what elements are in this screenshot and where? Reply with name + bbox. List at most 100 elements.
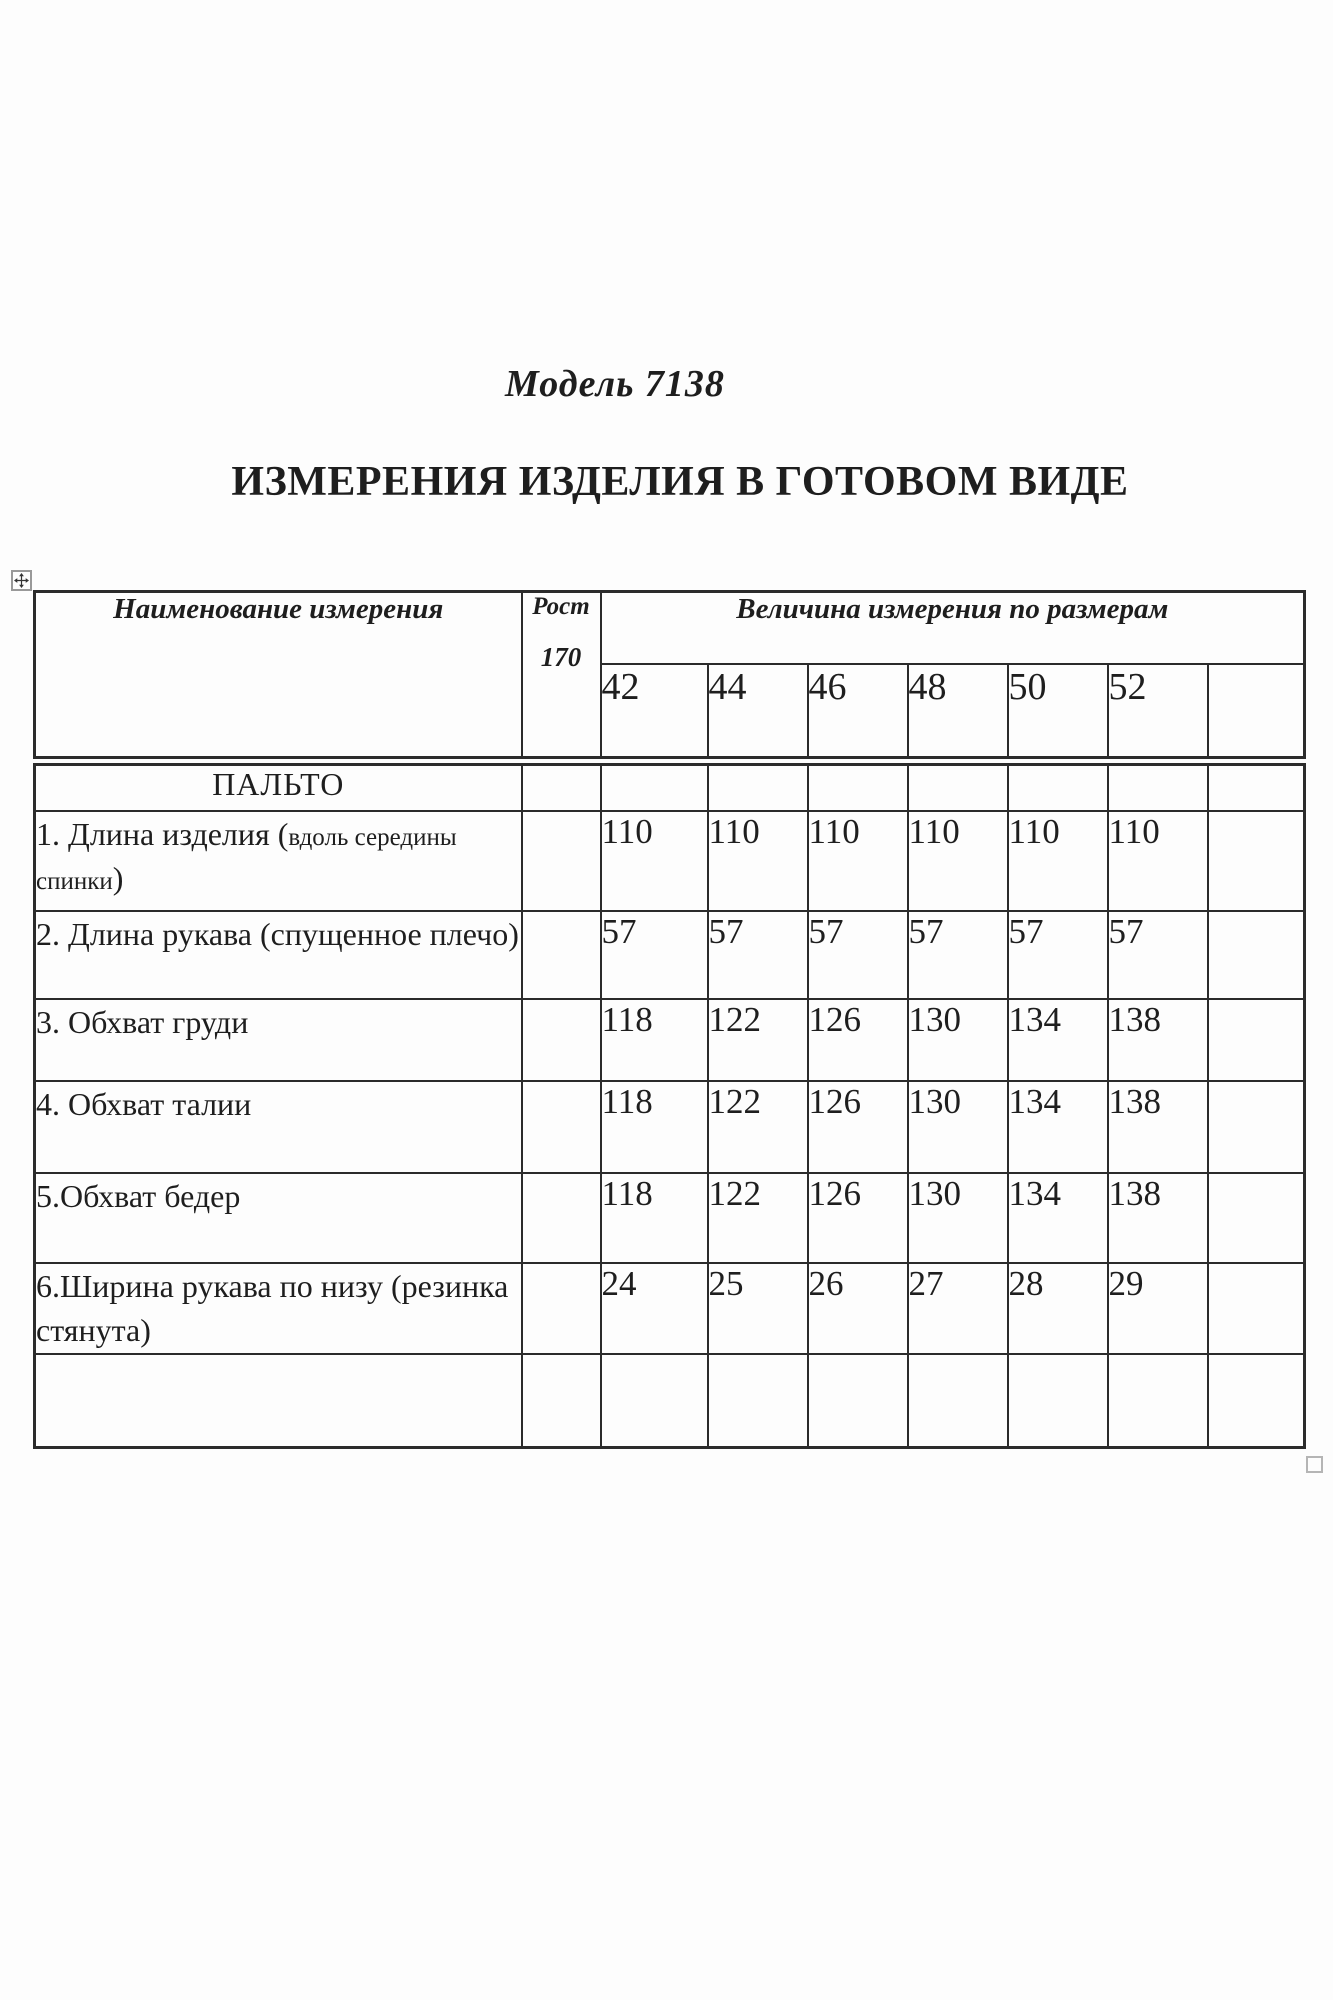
measurements-table: Наименование измерения Рост 170 Величина… [33, 590, 1307, 1449]
measurement-value [906, 1352, 1009, 1449]
empty-cell [1206, 809, 1306, 912]
measurement-value: 138 [1106, 1079, 1209, 1174]
measurement-value: 28 [1006, 1261, 1109, 1355]
measurement-value: 27 [906, 1261, 1009, 1355]
height-cell [520, 1079, 602, 1174]
model-title: Модель 7138 [505, 363, 725, 405]
measurement-value: 110 [599, 809, 709, 912]
measurement-value: 122 [706, 997, 809, 1082]
measurement-value [1006, 1352, 1109, 1449]
col-header-sizes-group: Величина измерения по размерам [599, 590, 1306, 665]
measurement-value: 110 [1006, 809, 1109, 912]
height-cell [520, 997, 602, 1082]
measurement-value: 130 [906, 1079, 1009, 1174]
empty-cell [1006, 755, 1109, 812]
measurement-value: 110 [906, 809, 1009, 912]
measurement-value: 126 [806, 997, 909, 1082]
empty-cell [706, 755, 809, 812]
empty-cell [806, 755, 909, 812]
measurement-value: 138 [1106, 997, 1209, 1082]
size-col-header: 52 [1106, 662, 1209, 762]
measurement-label: 2. Длина рукава (спущенное плечо) [33, 909, 523, 1000]
empty-cell [1206, 1171, 1306, 1264]
measurement-value: 126 [806, 1079, 909, 1174]
measurement-value: 25 [706, 1261, 809, 1355]
measurement-value [1106, 1352, 1209, 1449]
empty-cell [1206, 755, 1306, 812]
measurement-value: 110 [1106, 809, 1209, 912]
table-move-handle[interactable] [11, 570, 32, 591]
table-row: 6.Ширина рукава по низу (резинка стянута… [33, 1261, 1306, 1355]
measurement-value: 138 [1106, 1171, 1209, 1264]
four-way-arrow-icon [14, 573, 29, 588]
measurement-value: 57 [706, 909, 809, 1000]
measurement-value: 134 [1006, 997, 1109, 1082]
empty-cell [1206, 909, 1306, 1000]
measurement-label: 5.Обхват бедер [33, 1171, 523, 1264]
empty-col-header [1206, 662, 1306, 762]
measurement-value: 24 [599, 1261, 709, 1355]
measurement-value: 57 [599, 909, 709, 1000]
measurement-value: 134 [1006, 1079, 1109, 1174]
size-col-header: 50 [1006, 662, 1109, 762]
size-col-header: 46 [806, 662, 909, 762]
measurement-value: 26 [806, 1261, 909, 1355]
measurement-value: 57 [806, 909, 909, 1000]
height-cell [520, 1261, 602, 1355]
measurement-value: 57 [906, 909, 1009, 1000]
measurement-value: 122 [706, 1079, 809, 1174]
empty-cell [1106, 755, 1209, 812]
header-row: Наименование измерения Рост 170 Величина… [33, 590, 1306, 762]
size-col-header: 42 [599, 662, 709, 762]
measurement-value: 134 [1006, 1171, 1109, 1264]
measurement-label [33, 1352, 523, 1449]
table-row: 3. Обхват груди 118 122 126 130 134 138 [33, 997, 1306, 1082]
measurement-value: 110 [806, 809, 909, 912]
measurement-value [599, 1352, 709, 1449]
measurement-label: 3. Обхват груди [33, 997, 523, 1082]
height-label: Рост [532, 593, 590, 621]
measurement-value: 130 [906, 997, 1009, 1082]
table-row [33, 1352, 1306, 1449]
section-title: ПАЛЬТО [33, 755, 523, 812]
measurement-label: 1. Длина изделия (вдоль середины спинки) [33, 809, 523, 912]
col-header-measurement-name: Наименование измерения [33, 590, 523, 762]
empty-cell [906, 755, 1009, 812]
height-cell [520, 1352, 602, 1449]
measurement-value: 118 [599, 997, 709, 1082]
measurement-value [706, 1352, 809, 1449]
measurement-value: 29 [1106, 1261, 1209, 1355]
size-col-header: 48 [906, 662, 1009, 762]
empty-cell [520, 755, 602, 812]
measurement-value: 110 [706, 809, 809, 912]
table-row: 4. Обхват талии 118 122 126 130 134 138 [33, 1079, 1306, 1174]
measurement-value: 118 [599, 1171, 709, 1264]
table-row: 1. Длина изделия (вдоль середины спинки)… [33, 809, 1306, 912]
empty-cell [1206, 1352, 1306, 1449]
measurement-value [806, 1352, 909, 1449]
height-cell [520, 1171, 602, 1264]
measurement-label: 6.Ширина рукава по низу (резинка стянута… [33, 1261, 523, 1355]
section-row: ПАЛЬТО [33, 755, 1306, 812]
empty-cell [1206, 1079, 1306, 1174]
measurement-value: 130 [906, 1171, 1009, 1264]
table-row: 5.Обхват бедер 118 122 126 130 134 138 [33, 1171, 1306, 1264]
measurement-label: 4. Обхват талии [33, 1079, 523, 1174]
measurement-value: 57 [1006, 909, 1109, 1000]
measurement-value: 122 [706, 1171, 809, 1264]
page-title: ИЗМЕРЕНИЯ ИЗДЕЛИЯ В ГОТОВОМ ВИДЕ [231, 459, 1129, 505]
size-col-header: 44 [706, 662, 809, 762]
empty-cell [599, 755, 709, 812]
col-header-height: Рост 170 [520, 590, 602, 762]
measurement-value: 118 [599, 1079, 709, 1174]
height-cell [520, 909, 602, 1000]
table-resize-handle[interactable] [1306, 1456, 1323, 1473]
measurement-value: 126 [806, 1171, 909, 1264]
height-value: 170 [540, 642, 582, 672]
empty-cell [1206, 1261, 1306, 1355]
table-row: 2. Длина рукава (спущенное плечо) 57 57 57 5… [33, 909, 1306, 1000]
measurement-value: 57 [1106, 909, 1209, 1000]
height-cell [520, 809, 602, 912]
empty-cell [1206, 997, 1306, 1082]
